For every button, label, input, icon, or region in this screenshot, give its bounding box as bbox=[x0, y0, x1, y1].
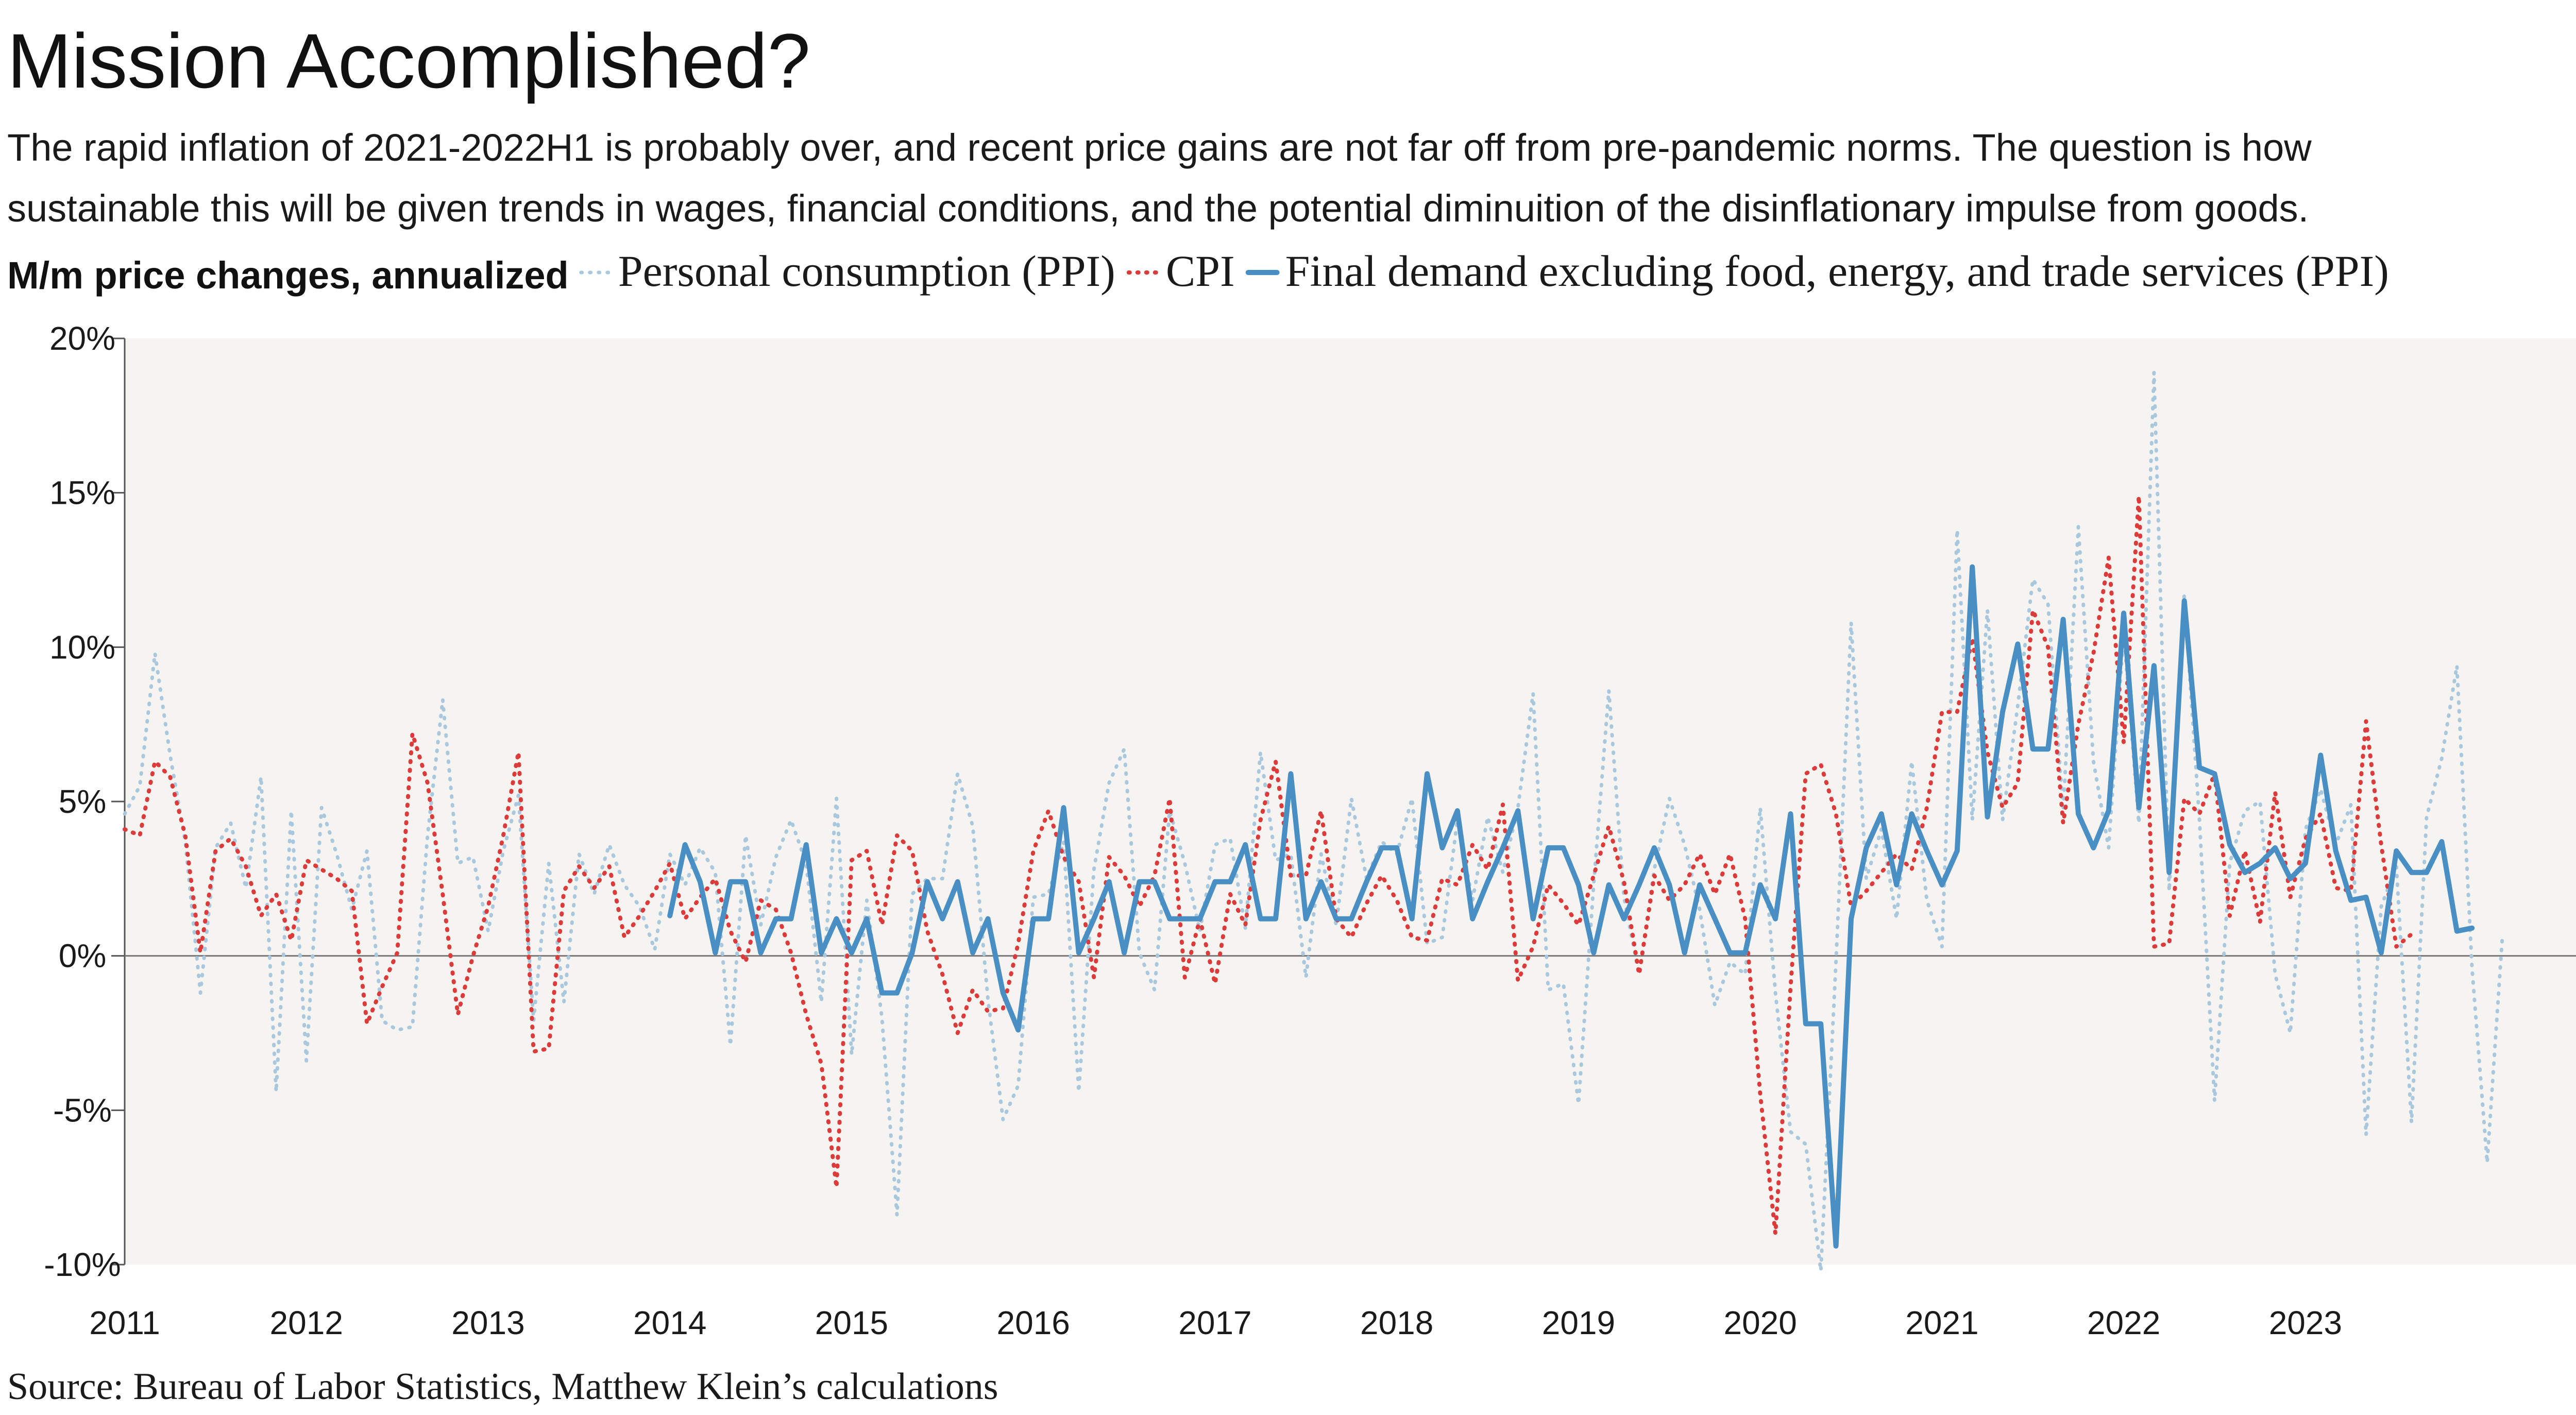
x-tick-label: 2023 bbox=[2269, 1304, 2342, 1341]
x-tick-label: 2020 bbox=[1723, 1304, 1797, 1341]
chart-subtitle-line-2: sustainable this will be given trends in… bbox=[7, 187, 2309, 230]
y-axis: 20% 15% 10% 5% 0% -5% -10% bbox=[44, 320, 126, 1283]
chart-title: Mission Accomplished? bbox=[7, 18, 810, 104]
y-tick-label: 20% bbox=[49, 320, 115, 357]
x-tick-label: 2016 bbox=[997, 1304, 1070, 1341]
y-tick-label: -10% bbox=[44, 1246, 121, 1283]
x-tick-label: 2014 bbox=[633, 1304, 706, 1341]
legend: Personal consumption (PPI) CPI Final deman… bbox=[579, 246, 2389, 296]
chart-subtitle-line-1: The rapid inflation of 2021-2022H1 is pr… bbox=[7, 126, 2312, 169]
x-tick-label: 2021 bbox=[1905, 1304, 1978, 1341]
series-line-2 bbox=[123, 493, 2414, 1236]
series-layer bbox=[123, 370, 2504, 1273]
legend-label-1: Personal consumption (PPI) bbox=[618, 246, 1115, 296]
y-tick-label: 5% bbox=[59, 783, 107, 820]
x-tick-label: 2019 bbox=[1542, 1304, 1615, 1341]
x-tick-label: 2011 bbox=[89, 1304, 160, 1341]
x-tick-label: 2013 bbox=[451, 1304, 524, 1341]
y-tick-label: 15% bbox=[49, 474, 115, 512]
series-line-3 bbox=[667, 564, 2475, 1249]
legend-label-2: CPI bbox=[1166, 246, 1235, 296]
x-tick-label: 2012 bbox=[270, 1304, 343, 1341]
legend-row: M/m price changes, annualized Personal c… bbox=[7, 246, 2389, 297]
y-tick-label: -5% bbox=[53, 1092, 112, 1129]
x-tick-label: 2018 bbox=[1360, 1304, 1433, 1341]
legend-label-3: Final demand excluding food, energy, and… bbox=[1285, 246, 2389, 296]
series-line-1 bbox=[123, 370, 2504, 1273]
y-tick-label: 10% bbox=[49, 628, 115, 666]
x-tick-label: 2022 bbox=[2087, 1304, 2160, 1341]
source-note: Source: Bureau of Labor Statistics, Matt… bbox=[7, 1366, 998, 1408]
y-tick-label: 0% bbox=[59, 937, 107, 975]
x-tick-label: 2015 bbox=[815, 1304, 888, 1341]
x-tick-label: 2017 bbox=[1178, 1304, 1251, 1341]
y-axis-label: M/m price changes, annualized bbox=[7, 254, 569, 297]
x-axis: 2011 2012 2013 2014 2015 2016 2017 2018 2019 2020… bbox=[89, 1304, 2342, 1341]
